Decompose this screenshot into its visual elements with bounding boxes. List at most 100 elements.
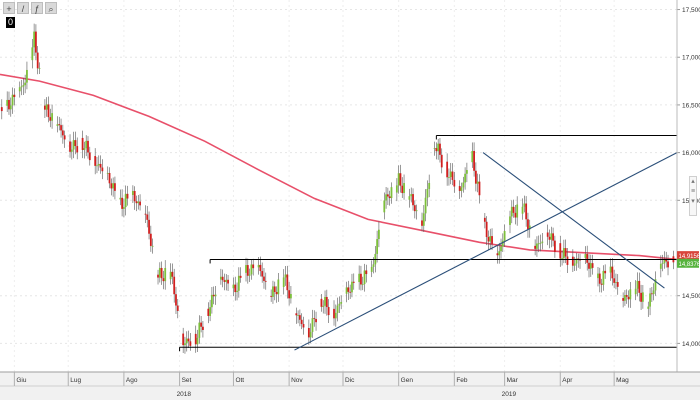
candle-bearish bbox=[613, 278, 615, 283]
candle-bullish bbox=[396, 185, 398, 192]
candle-bullish bbox=[335, 313, 337, 318]
candle-bullish bbox=[57, 124, 59, 126]
candle-bearish bbox=[586, 254, 588, 263]
candle-bearish bbox=[400, 173, 402, 185]
candle-bullish bbox=[98, 164, 100, 165]
candle-bearish bbox=[173, 277, 175, 294]
candle-bearish bbox=[484, 218, 486, 222]
candle-bullish bbox=[312, 318, 314, 332]
candle-bullish bbox=[258, 265, 260, 267]
candle-bullish bbox=[647, 307, 649, 309]
candle-bearish bbox=[389, 196, 391, 198]
chart-toolbar: + / ƒ ⌕ bbox=[3, 2, 57, 14]
candle-bullish bbox=[550, 233, 552, 239]
candle-bullish bbox=[233, 285, 235, 289]
candle-bearish bbox=[247, 265, 249, 276]
candle-bearish bbox=[547, 233, 549, 237]
candle-bullish bbox=[31, 47, 33, 60]
candle-bullish bbox=[6, 100, 8, 106]
candle-bullish bbox=[471, 151, 473, 162]
candle-bullish bbox=[536, 244, 538, 249]
candle-bullish bbox=[362, 284, 364, 285]
scale-down-icon[interactable]: ▾ bbox=[690, 197, 696, 207]
candle-bullish bbox=[220, 277, 222, 280]
candle-bearish bbox=[667, 261, 669, 267]
x-tick-label: Mag bbox=[616, 377, 629, 384]
candle-bullish bbox=[585, 254, 587, 258]
candle-bearish bbox=[8, 100, 10, 109]
candle-bearish bbox=[626, 295, 628, 297]
candle-bullish bbox=[290, 294, 292, 298]
candle-bullish bbox=[358, 274, 360, 282]
candle-bullish bbox=[434, 148, 436, 149]
candle-bearish bbox=[638, 281, 640, 293]
candle-bullish bbox=[164, 268, 166, 281]
candle-bullish bbox=[364, 270, 366, 284]
candle-bearish bbox=[333, 309, 335, 318]
candle-bearish bbox=[263, 277, 265, 281]
candle-bullish bbox=[466, 170, 468, 174]
candle-bullish bbox=[310, 332, 312, 337]
candle-bearish bbox=[274, 286, 276, 292]
candle-bearish bbox=[588, 263, 590, 269]
candle-bullish bbox=[541, 242, 543, 243]
candle-bearish bbox=[488, 237, 490, 242]
fib-tool-button[interactable]: ƒ bbox=[31, 2, 43, 14]
candle-bearish bbox=[604, 271, 606, 273]
candle-bearish bbox=[514, 213, 516, 218]
candle-bearish bbox=[100, 164, 102, 168]
candle-bullish bbox=[660, 264, 662, 269]
candle-bearish bbox=[195, 334, 197, 344]
candle-bearish bbox=[475, 171, 477, 184]
candle-bullish bbox=[251, 265, 253, 275]
candle-bullish bbox=[574, 264, 576, 266]
candle-bearish bbox=[349, 292, 351, 293]
candle-bullish bbox=[225, 280, 227, 282]
candle-bearish bbox=[286, 274, 288, 290]
candle-bearish bbox=[171, 272, 173, 277]
candle-bearish bbox=[599, 274, 601, 284]
scale-handle-icon[interactable]: ≡ bbox=[690, 187, 696, 197]
candle-bearish bbox=[49, 117, 51, 121]
candle-bullish bbox=[184, 343, 186, 345]
candle-bullish bbox=[371, 267, 373, 272]
crosshair-tool-button[interactable]: + bbox=[3, 2, 15, 14]
candle-bearish bbox=[265, 281, 267, 282]
candle-bullish bbox=[24, 83, 26, 86]
x-year-label: 2018 bbox=[177, 391, 192, 398]
candle-bearish bbox=[527, 219, 529, 229]
candle-bullish bbox=[324, 297, 326, 306]
candle-bullish bbox=[236, 291, 238, 292]
zoom-tool-button[interactable]: ⌕ bbox=[45, 2, 57, 14]
candle-bullish bbox=[615, 282, 617, 283]
candle-bullish bbox=[624, 295, 626, 301]
candle-bearish bbox=[592, 263, 594, 268]
candle-bullish bbox=[51, 113, 53, 121]
candle-bullish bbox=[448, 177, 450, 178]
candle-bullish bbox=[137, 202, 139, 204]
candle-bullish bbox=[107, 173, 109, 174]
draw-line-tool-button[interactable]: / bbox=[17, 2, 29, 14]
scale-up-icon[interactable]: ▴ bbox=[690, 177, 696, 187]
candle-bearish bbox=[121, 198, 123, 209]
candle-bullish bbox=[159, 268, 161, 278]
candle-bullish bbox=[509, 216, 511, 225]
candle-bearish bbox=[202, 327, 204, 330]
candle-bearish bbox=[459, 186, 461, 191]
candle-bearish bbox=[525, 204, 527, 220]
candle-bullish bbox=[635, 289, 637, 295]
candle-bearish bbox=[200, 323, 202, 327]
x-tick-label: Giu bbox=[16, 377, 27, 384]
candle-bearish bbox=[295, 313, 297, 315]
axis-scale-control[interactable]: ▴ ≡ ▾ bbox=[689, 176, 697, 216]
candle-bearish bbox=[234, 285, 236, 292]
candle-bearish bbox=[76, 146, 78, 152]
candle-bullish bbox=[39, 68, 41, 69]
candle-bullish bbox=[649, 293, 651, 306]
candle-bearish bbox=[64, 135, 66, 139]
candle-bullish bbox=[523, 204, 525, 207]
candle-bearish bbox=[139, 202, 141, 206]
candle-bearish bbox=[270, 296, 272, 297]
candle-bullish bbox=[391, 187, 393, 198]
